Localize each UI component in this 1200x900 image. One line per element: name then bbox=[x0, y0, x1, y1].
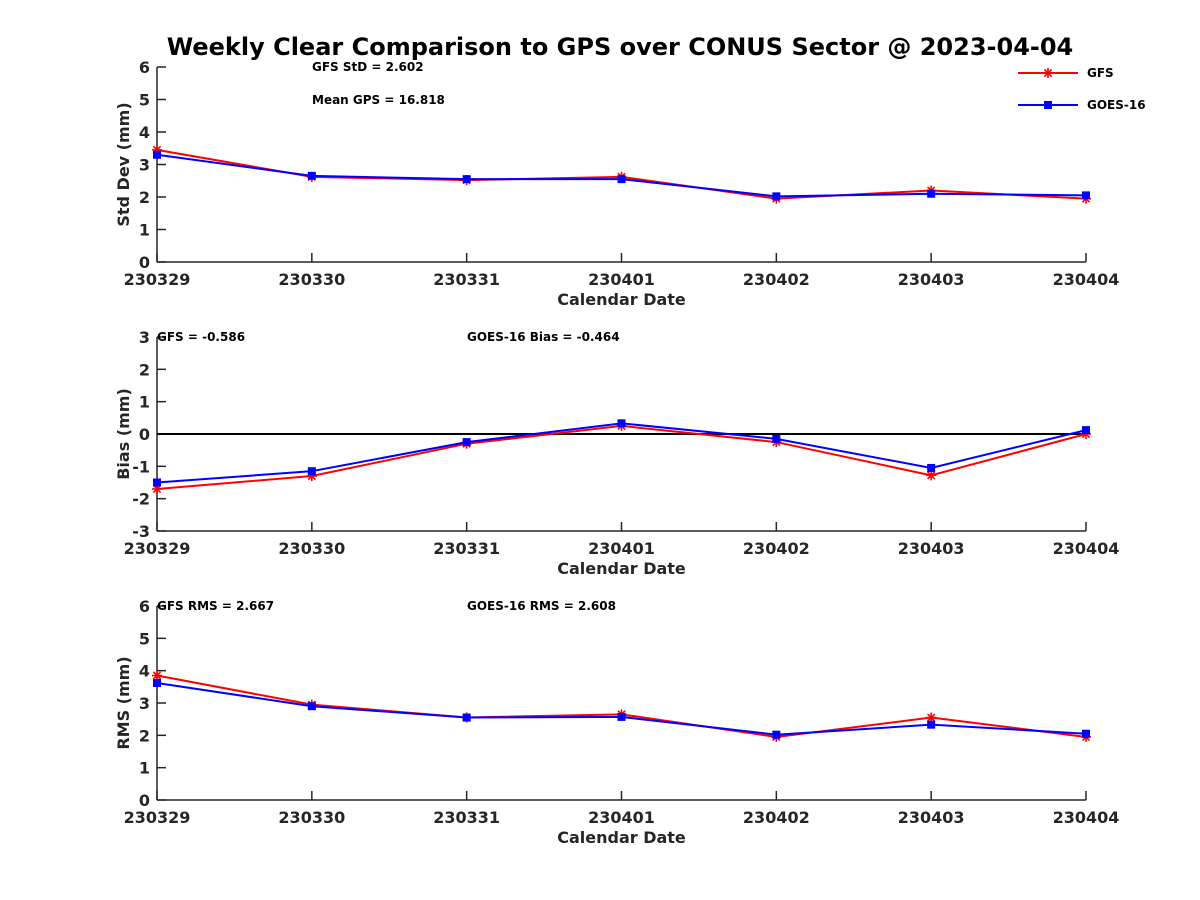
std-xtick-label: 230403 bbox=[898, 270, 965, 289]
rms-ytick-label: 0 bbox=[139, 791, 150, 810]
rms-series-gfs bbox=[152, 670, 1091, 742]
legend-entry-goes-16: GOES-16 bbox=[1018, 98, 1146, 112]
series-line bbox=[156, 422, 1087, 484]
std-x-axis-label: Calendar Date bbox=[557, 290, 686, 309]
series-line bbox=[156, 424, 1087, 490]
legend: GFS GOES-16 bbox=[1018, 66, 1146, 112]
std-xtick-label: 230404 bbox=[1053, 270, 1120, 289]
std-ytick-label: 1 bbox=[139, 221, 150, 240]
legend-marker bbox=[1044, 101, 1052, 109]
bias-xtick-label: 230401 bbox=[588, 539, 655, 558]
rms-xtick-label: 230401 bbox=[588, 808, 655, 827]
bias-annotation: GOES-16 Bias = -0.464 bbox=[467, 330, 620, 344]
bias-series-goes-16 bbox=[153, 419, 1090, 487]
data-point bbox=[153, 478, 161, 487]
rms-ytick-label: 5 bbox=[139, 629, 150, 648]
rms-ytick-label: 3 bbox=[139, 694, 150, 713]
std-y-axis-label: Std Dev (mm) bbox=[114, 102, 133, 226]
bias-x-axis-label: Calendar Date bbox=[557, 559, 686, 578]
rms-annotation: GOES-16 RMS = 2.608 bbox=[467, 599, 616, 613]
data-point bbox=[462, 438, 471, 447]
rms-ytick-label: 2 bbox=[139, 726, 150, 745]
std-ytick-label: 4 bbox=[139, 123, 150, 142]
data-point bbox=[1082, 191, 1090, 200]
data-point bbox=[927, 189, 936, 198]
series-line bbox=[156, 681, 1087, 736]
std-series-goes-16 bbox=[153, 150, 1090, 201]
rms-ytick-label: 1 bbox=[139, 759, 150, 778]
data-point bbox=[1082, 729, 1090, 738]
rms-xtick-label: 230330 bbox=[278, 808, 345, 827]
rms-y-axis-label: RMS (mm) bbox=[114, 656, 133, 749]
bias-xtick-label: 230330 bbox=[278, 539, 345, 558]
bias-ytick-label: 3 bbox=[139, 328, 150, 347]
data-point bbox=[307, 702, 316, 711]
rms-annotation: GFS RMS = 2.667 bbox=[157, 599, 274, 613]
rms-ytick-label: 4 bbox=[139, 662, 150, 681]
bias-y-axis-label: Bias (mm) bbox=[114, 388, 133, 480]
bias-xtick-label: 230403 bbox=[898, 539, 965, 558]
data-point bbox=[927, 463, 936, 472]
rms-series-goes-16 bbox=[153, 678, 1090, 739]
data-point bbox=[307, 467, 316, 476]
bias-annotation: GFS = -0.586 bbox=[157, 330, 245, 344]
legend-label: GFS bbox=[1087, 66, 1114, 80]
panel-bias: -3 -2 -1 0 1 2 3 230329 230330 230331 230401 230402… bbox=[114, 328, 1119, 578]
bias-ytick-label: 1 bbox=[139, 393, 150, 412]
bias-xtick-label: 230404 bbox=[1053, 539, 1120, 558]
data-point bbox=[617, 712, 626, 721]
std-xtick-label: 230331 bbox=[433, 270, 500, 289]
rms-xtick-label: 230402 bbox=[743, 808, 810, 827]
bias-ytick-label: 2 bbox=[139, 360, 150, 379]
data-point bbox=[772, 192, 781, 201]
std-annotation: GFS StD = 2.602 bbox=[312, 60, 424, 74]
rms-ytick-label: 6 bbox=[139, 597, 150, 616]
std-xtick-label: 230329 bbox=[124, 270, 191, 289]
panel-rms: 0 1 2 3 4 5 6 230329 230330 230331 230401 230402 230… bbox=[114, 597, 1119, 847]
data-point bbox=[152, 670, 162, 681]
data-point bbox=[153, 678, 161, 687]
rms-xtick-label: 230403 bbox=[898, 808, 965, 827]
std-ytick-label: 5 bbox=[139, 91, 150, 110]
std-ytick-label: 0 bbox=[139, 253, 150, 272]
std-ytick-label: 6 bbox=[139, 58, 150, 77]
legend-entry-gfs: GFS bbox=[1018, 66, 1114, 80]
bias-series-gfs bbox=[152, 420, 1091, 494]
std-xtick-label: 230402 bbox=[743, 270, 810, 289]
bias-xtick-label: 230329 bbox=[124, 539, 191, 558]
rms-x-axis-label: Calendar Date bbox=[557, 828, 686, 847]
data-point bbox=[307, 171, 316, 180]
bias-ytick-label: -1 bbox=[132, 457, 150, 476]
data-point bbox=[927, 720, 936, 729]
data-point bbox=[462, 713, 471, 722]
bias-ytick-label: -3 bbox=[132, 522, 150, 541]
std-ytick-label: 2 bbox=[139, 188, 150, 207]
data-point bbox=[926, 470, 937, 481]
bias-ytick-label: 0 bbox=[139, 425, 150, 444]
rms-xtick-label: 230329 bbox=[124, 808, 191, 827]
std-ytick-label: 3 bbox=[139, 156, 150, 175]
data-point bbox=[617, 175, 626, 184]
bias-xtick-label: 230331 bbox=[433, 539, 500, 558]
legend-label: GOES-16 bbox=[1087, 98, 1146, 112]
rms-xtick-label: 230331 bbox=[433, 808, 500, 827]
series-line bbox=[156, 674, 1087, 738]
data-point bbox=[617, 419, 626, 428]
data-point bbox=[772, 434, 781, 443]
std-annotation: Mean GPS = 16.818 bbox=[312, 93, 445, 107]
panel-std: 0 1 2 3 4 5 6 230329 230330 230331 230401 230402 230… bbox=[114, 58, 1119, 309]
bias-xtick-label: 230402 bbox=[743, 539, 810, 558]
rms-xtick-label: 230404 bbox=[1053, 808, 1120, 827]
chart-title: Weekly Clear Comparison to GPS over CONU… bbox=[167, 33, 1074, 61]
data-point bbox=[462, 175, 471, 184]
data-point bbox=[153, 150, 161, 159]
bias-ytick-label: -2 bbox=[132, 490, 150, 509]
data-point bbox=[1082, 426, 1090, 435]
std-xtick-label: 230330 bbox=[278, 270, 345, 289]
legend-marker bbox=[1043, 68, 1053, 78]
data-point bbox=[772, 730, 781, 739]
std-xtick-label: 230401 bbox=[588, 270, 655, 289]
